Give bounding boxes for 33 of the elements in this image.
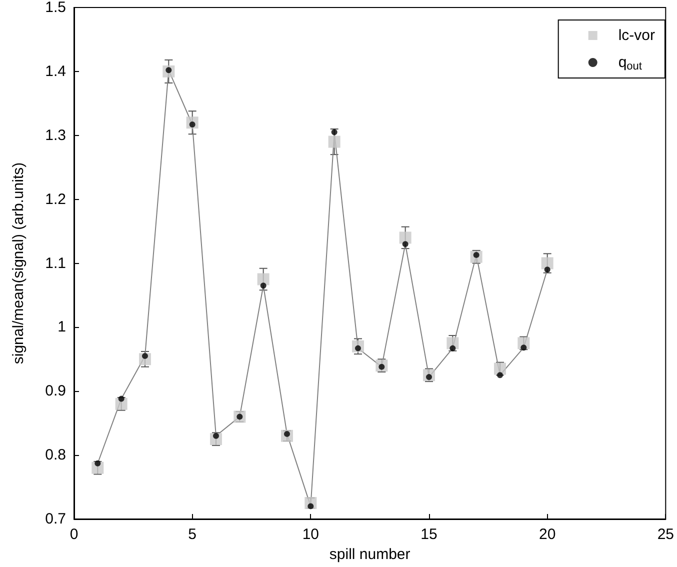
point xyxy=(544,266,550,273)
point xyxy=(118,396,124,402)
point xyxy=(260,282,266,289)
x-tick-label: 15 xyxy=(420,526,438,543)
x-tick-label: 10 xyxy=(302,526,320,543)
y-tick-label: 0.8 xyxy=(45,446,66,464)
y-tick-label: 1 xyxy=(58,318,66,336)
y-tick-label: 0.7 xyxy=(45,510,66,528)
y-tick-label: 1.3 xyxy=(45,126,66,144)
point xyxy=(331,129,338,136)
point xyxy=(450,345,456,352)
point xyxy=(402,241,408,248)
point xyxy=(94,460,101,466)
point xyxy=(497,372,503,378)
point xyxy=(328,136,340,148)
y-tick-label: 0.9 xyxy=(45,382,66,400)
point xyxy=(213,432,219,439)
y-tick-label: 1.1 xyxy=(45,254,66,272)
point xyxy=(399,232,412,244)
y-axis-title: signal/mean(signal) (arb.units) xyxy=(10,162,27,364)
x-axis-title: spill number xyxy=(329,546,410,563)
x-tick-label: 25 xyxy=(657,526,674,543)
point xyxy=(520,344,527,351)
y-tick-label: 1.4 xyxy=(45,62,66,80)
x-tick-label: 20 xyxy=(538,526,556,543)
x-tick-label: 0 xyxy=(70,526,78,543)
y-tick-label: 1.5 xyxy=(45,0,66,16)
point xyxy=(541,257,554,270)
y-tick-label: 1.2 xyxy=(45,190,66,208)
point xyxy=(142,352,148,359)
point xyxy=(257,273,270,286)
x-tick-label: 5 xyxy=(188,526,197,543)
legend-label: lc-vor xyxy=(618,27,656,44)
